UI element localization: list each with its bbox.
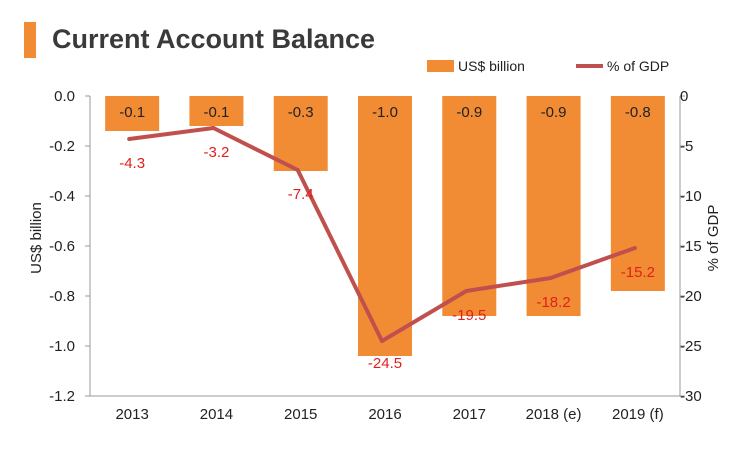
right-axis-tick-label: -25 bbox=[680, 338, 702, 355]
legend-bar-swatch bbox=[427, 60, 454, 72]
right-axis-tick-label: -20 bbox=[680, 288, 702, 305]
bar-data-label: -0.9 bbox=[541, 104, 567, 121]
line-point bbox=[127, 137, 132, 141]
left-axis-tick-label: -1.0 bbox=[49, 338, 75, 355]
bar-data-label: -0.9 bbox=[456, 104, 482, 121]
legend-bar-label: US$ billion bbox=[458, 58, 525, 74]
left-axis-tick-label: 0.0 bbox=[54, 88, 75, 105]
line-point bbox=[632, 246, 637, 250]
line-data-label: -4.3 bbox=[119, 155, 145, 172]
line-point bbox=[464, 289, 469, 293]
line-data-label: -18.2 bbox=[536, 294, 570, 311]
right-axis: 0 -5 -10 -15 -20 -25 -30 bbox=[679, 88, 702, 405]
bar bbox=[273, 96, 328, 171]
x-axis-tick-label: 2016 bbox=[368, 406, 401, 423]
bar bbox=[105, 96, 160, 131]
bar-data-label: -0.8 bbox=[625, 104, 651, 121]
bar-series: -0.1 -0.1 -0.3 -1.0 -0.9 -0.9 -0.8 bbox=[105, 96, 665, 356]
x-axis-tick-label: 2013 bbox=[115, 406, 148, 423]
legend: US$ billion % of GDP bbox=[427, 58, 669, 74]
right-axis-tick-label: 0 bbox=[680, 88, 688, 105]
left-axis-tick-label: -1.2 bbox=[49, 388, 75, 405]
bar-data-label: -0.1 bbox=[203, 104, 229, 121]
line-series: -4.3 -3.2 -7.4 -24.5 -19.5 -18.2 -15.2 bbox=[119, 126, 655, 372]
line-data-label: -19.5 bbox=[452, 307, 486, 324]
left-axis-tick-label: -0.2 bbox=[49, 138, 75, 155]
right-axis-tick-label: -15 bbox=[680, 238, 702, 255]
x-axis: 2013 2014 2015 2016 2017 2018 (e) 2019 (f) bbox=[90, 395, 680, 423]
bar bbox=[189, 96, 244, 126]
right-axis-tick-label: -10 bbox=[680, 188, 702, 205]
bar bbox=[442, 96, 497, 316]
chart-title: Current Account Balance bbox=[52, 24, 376, 54]
line-point bbox=[295, 168, 300, 172]
title-accent-bar bbox=[24, 22, 36, 58]
line-point bbox=[211, 126, 216, 130]
x-axis-tick-label: 2019 (f) bbox=[612, 406, 664, 423]
x-axis-tick-label: 2017 bbox=[453, 406, 486, 423]
y2-axis-label: % of GDP bbox=[705, 205, 722, 272]
line-point bbox=[380, 339, 384, 343]
bar-data-label: -1.0 bbox=[372, 104, 398, 121]
left-axis-tick-label: -0.4 bbox=[49, 188, 75, 205]
right-axis-tick-label: -30 bbox=[680, 388, 702, 405]
right-axis-tick-label: -5 bbox=[680, 138, 693, 155]
line-data-label: -24.5 bbox=[368, 355, 402, 372]
bar bbox=[358, 96, 412, 356]
line-point bbox=[548, 276, 553, 280]
y-axis-label: US$ billion bbox=[28, 202, 45, 274]
bar bbox=[526, 96, 581, 316]
bar bbox=[610, 96, 665, 291]
left-axis-tick-label: -0.8 bbox=[49, 288, 75, 305]
x-axis-tick-label: 2018 (e) bbox=[526, 406, 582, 423]
x-axis-tick-label: 2015 bbox=[284, 406, 317, 423]
line-data-label: -7.4 bbox=[288, 186, 314, 203]
left-axis-tick-label: -0.6 bbox=[49, 238, 75, 255]
legend-line-label: % of GDP bbox=[607, 58, 669, 74]
x-axis-tick-label: 2014 bbox=[200, 406, 233, 423]
bar-data-label: -0.3 bbox=[288, 104, 314, 121]
line-data-label: -3.2 bbox=[203, 144, 229, 161]
left-axis: 0.0 -0.2 -0.4 -0.6 -0.8 -1.0 -1.2 bbox=[49, 88, 91, 405]
bar-data-label: -0.1 bbox=[119, 104, 145, 121]
line-data-label: -15.2 bbox=[621, 264, 655, 281]
